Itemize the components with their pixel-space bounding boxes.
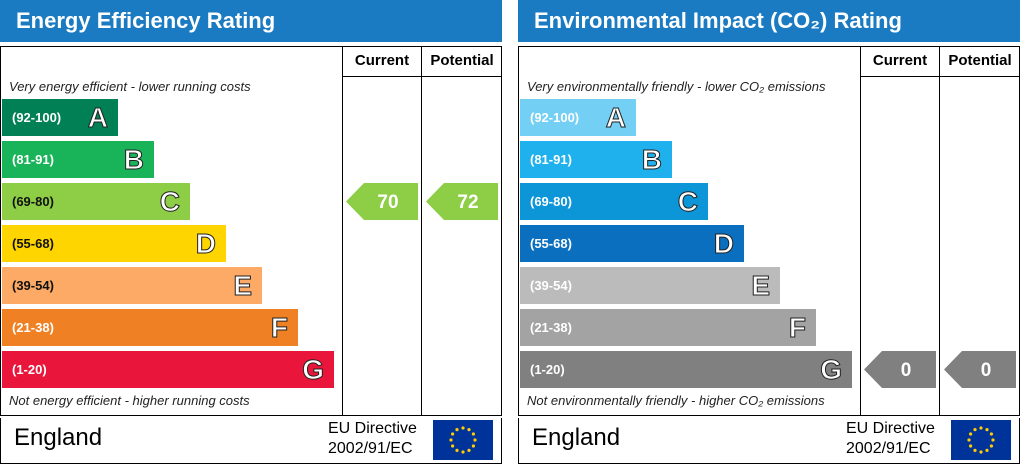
country: England <box>14 424 103 451</box>
arrow-shape <box>426 183 498 220</box>
band-range: (81-91) <box>530 152 572 167</box>
rating-band: (92-100) A <box>520 99 636 136</box>
rating-panel: Energy Efficiency Rating Current Potential… <box>0 0 502 464</box>
band-letter: B <box>123 144 144 176</box>
rating-band: (1-20) G <box>2 351 334 388</box>
table-frame <box>0 46 502 416</box>
eu-flag <box>951 420 1011 460</box>
rating-band: (21-38) F <box>520 309 816 346</box>
band-letter: C <box>159 186 180 218</box>
column-header: Current <box>872 52 928 69</box>
column-header: Potential <box>948 52 1012 69</box>
band-letter: E <box>751 270 771 302</box>
band-range: (69-80) <box>12 194 54 209</box>
band-range: (55-68) <box>12 236 54 251</box>
panel-title: Environmental Impact (CO₂) Rating <box>518 0 1020 42</box>
band-range: (39-54) <box>530 278 572 293</box>
rating-band: (39-54) E <box>520 267 780 304</box>
arrow-shape <box>864 351 936 388</box>
band-letter: C <box>677 186 698 218</box>
rating-panel: Environmental Impact (CO₂) Rating Current… <box>518 0 1020 464</box>
rating-band: (55-68) D <box>520 225 744 262</box>
band-range: (92-100) <box>12 110 62 125</box>
eu-flag <box>433 420 493 460</box>
potential-rating-arrow: 0 <box>944 351 1016 388</box>
divider <box>939 46 940 416</box>
bottom-note: Not environmentally friendly - higher CO… <box>527 393 825 408</box>
band-range: (39-54) <box>12 278 54 293</box>
band-range: (69-80) <box>530 194 572 209</box>
panel-title: Energy Efficiency Rating <box>0 0 502 42</box>
column-header: Potential <box>430 52 494 69</box>
divider <box>342 46 343 416</box>
divider <box>860 76 1020 77</box>
potential-rating-arrow: 72 <box>426 183 498 220</box>
band-range: (55-68) <box>530 236 572 251</box>
rating-band: (1-20) G <box>520 351 852 388</box>
band-range: (1-20) <box>12 362 47 377</box>
band-range: (81-91) <box>12 152 54 167</box>
rating-band: (69-80) C <box>520 183 708 220</box>
band-letter: D <box>713 228 734 260</box>
band-letter: E <box>233 270 253 302</box>
directive: EU Directive <box>328 420 417 437</box>
top-note: Very energy efficient - lower running co… <box>9 79 251 94</box>
potential-rating-value: 0 <box>981 360 992 381</box>
divider <box>860 46 861 416</box>
current-rating-arrow: 0 <box>864 351 936 388</box>
directive: 2002/91/EC <box>846 440 931 457</box>
bottom-note: Not energy efficient - higher running co… <box>9 393 250 408</box>
directive: 2002/91/EC <box>328 440 413 457</box>
current-rating-value: 70 <box>377 192 398 213</box>
band-range: (92-100) <box>530 110 580 125</box>
country: England <box>532 424 621 451</box>
band-range: (21-38) <box>530 320 572 335</box>
band-letter: A <box>87 102 108 134</box>
band-letter: F <box>270 312 288 344</box>
divider <box>342 76 502 77</box>
band-letter: G <box>820 354 843 386</box>
current-rating-arrow: 70 <box>346 183 418 220</box>
rating-band: (39-54) E <box>2 267 262 304</box>
directive: EU Directive <box>846 420 935 437</box>
top-note: Very environmentally friendly - lower CO… <box>527 79 826 94</box>
band-letter: D <box>195 228 216 260</box>
column-header: Current <box>354 52 410 69</box>
band-range: (21-38) <box>12 320 54 335</box>
band-range: (1-20) <box>530 362 565 377</box>
band-letter: B <box>641 144 662 176</box>
rating-band: (69-80) C <box>2 183 190 220</box>
band-letter: A <box>605 102 626 134</box>
potential-rating-value: 72 <box>457 192 478 213</box>
rating-band: (81-91) B <box>520 141 672 178</box>
rating-band: (21-38) F <box>2 309 298 346</box>
arrow-shape <box>944 351 1016 388</box>
divider <box>421 46 422 416</box>
rating-band: (55-68) D <box>2 225 226 262</box>
rating-band: (81-91) B <box>2 141 154 178</box>
band-letter: G <box>302 354 325 386</box>
current-rating-value: 0 <box>901 360 912 381</box>
band-letter: F <box>788 312 806 344</box>
rating-band: (92-100) A <box>2 99 118 136</box>
arrow-shape <box>346 183 418 220</box>
